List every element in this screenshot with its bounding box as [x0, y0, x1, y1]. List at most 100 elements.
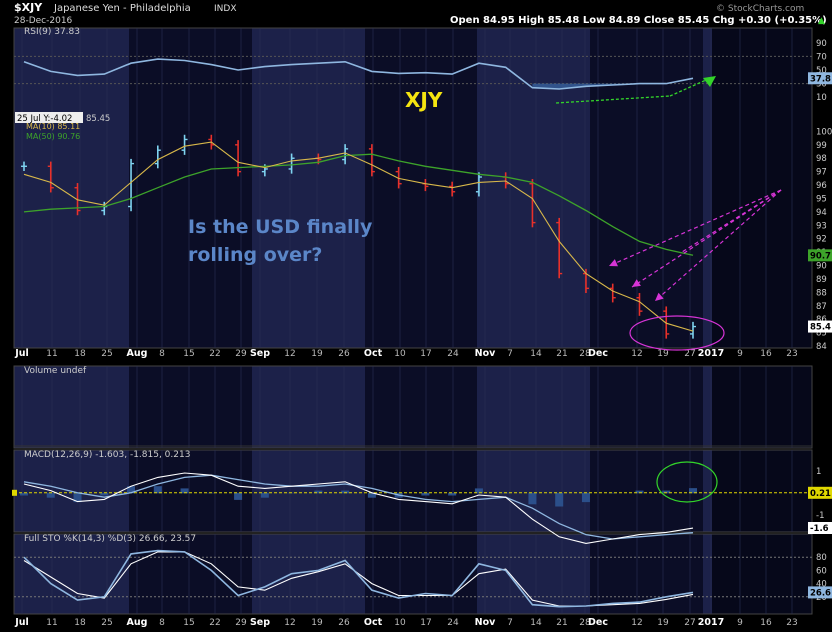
month-band [252, 28, 365, 348]
x-axis-label: 15 [183, 618, 194, 628]
x-axis-label: 12 [631, 618, 642, 628]
macd-histogram-bar [341, 490, 350, 494]
price-tick-label: 87 [816, 302, 827, 312]
magenta-arrow-head-icon [655, 292, 664, 301]
ma10-line [23, 141, 694, 332]
macd-histogram-bar [528, 492, 537, 505]
macd-histogram-bar [367, 492, 376, 498]
ma50-value-tag: 90.7 [810, 251, 831, 261]
x-axis-label: 9 [737, 618, 743, 628]
macd-histogram-bar [153, 486, 162, 494]
macd-histogram-bar [421, 492, 430, 496]
x-axis-label: 14 [530, 618, 542, 628]
x-axis-label: 18 [74, 618, 86, 628]
x-axis-label: 2017 [698, 348, 724, 359]
x-axis-label: Aug [127, 617, 148, 628]
rsi-trend-line-1 [555, 95, 671, 104]
macd-histogram-bar [448, 492, 457, 496]
x-axis-label: 29 [235, 618, 247, 628]
x-axis-label: Oct [364, 617, 383, 628]
macd-histogram-bar [127, 486, 136, 494]
x-axis-label: Aug [127, 348, 148, 359]
month-band [14, 534, 129, 614]
x-axis-label: 26 [338, 618, 350, 628]
price-tick-label: 99 [816, 141, 827, 151]
macd-histogram-bar [234, 492, 243, 500]
macd-hist-tag-bg [808, 486, 832, 499]
x-axis-label: 7 [507, 618, 513, 628]
price-tick-label: 86 [816, 315, 827, 325]
x-axis-label: Nov [475, 348, 496, 359]
future-area [712, 366, 812, 448]
ma50-value-tag-bg [808, 249, 832, 262]
macd-signal-line [23, 474, 694, 540]
instrument-name: Japanese Yen - Philadelphia [53, 3, 191, 14]
month-band [14, 28, 129, 348]
up-arrow-icon: ▲ [818, 16, 825, 26]
macd-histogram-bar [689, 488, 697, 494]
ma50-line [23, 153, 694, 256]
x-axis-label: 12 [284, 618, 295, 628]
macd-histogram-bar [260, 492, 269, 498]
exchange-label: INDX [214, 4, 236, 14]
price-tick-label: 100 [816, 127, 832, 137]
rsi-tick-label: 70 [816, 52, 827, 62]
sto-panel [14, 549, 812, 608]
x-axis-label: 23 [786, 618, 797, 628]
rsi-value-tag: 37.8 [810, 74, 831, 84]
macd-value-tag-bg [808, 522, 832, 534]
date-label: 28-Dec-2016 [14, 16, 73, 26]
month-band [477, 534, 590, 614]
price-value-tag: 85.4 [810, 323, 831, 333]
macd-histogram-bar [608, 492, 617, 494]
macd-histogram-bar [100, 492, 109, 496]
magenta-arrow-line [608, 189, 782, 267]
macd-histogram-bar [635, 490, 644, 494]
symbol-label: $XJY [14, 1, 43, 14]
x-axis-label: 17 [420, 349, 431, 359]
panel-border [13, 533, 813, 615]
month-band [703, 28, 712, 348]
panel-bands [13, 27, 813, 615]
macd-histogram-bar [314, 490, 323, 494]
x-axis-label: 11 [46, 349, 57, 359]
x-axis-label: Jul [14, 348, 29, 359]
price-tick-label: 96 [816, 181, 827, 191]
price-tick-label: 95 [816, 194, 827, 204]
x-axis-label: 8 [159, 349, 165, 359]
x-axis-label: Nov [475, 617, 496, 628]
x-axis-label: 19 [657, 618, 669, 628]
x-axis-label: 26 [338, 349, 350, 359]
macd-value-tag: -1.6 [810, 524, 829, 534]
x-axis-label: 29 [235, 349, 247, 359]
watermark: © StockCharts.com [716, 4, 804, 14]
month-band [703, 366, 712, 448]
ohlc-summary: Open 84.95 High 85.48 Low 84.89 Close 85… [450, 15, 827, 26]
rsi-tick-label: 50 [816, 66, 827, 76]
x-axis-label: 24 [447, 349, 459, 359]
x-axis-label: 15 [183, 349, 194, 359]
x-axis-label: 17 [420, 618, 431, 628]
price-panel [21, 134, 696, 339]
price-tick-label: 92 [816, 235, 827, 245]
question-line-1: Is the USD finally [188, 216, 373, 238]
tooltip-box [15, 112, 83, 123]
price-tick-label: 94 [816, 208, 827, 218]
x-axis-label: 16 [760, 349, 772, 359]
x-axis-label: 21 [556, 618, 567, 628]
price-tick-label: 93 [816, 221, 827, 231]
macd-histogram-bar [46, 492, 55, 498]
month-band [703, 534, 712, 614]
sto-k-line [23, 549, 694, 608]
grid-lines [21, 28, 793, 614]
x-axis-label: 2017 [698, 617, 724, 628]
x-axis-label: Dec [588, 617, 608, 628]
sto-tick-label: 40 [816, 580, 827, 590]
x-axis-label: 19 [311, 618, 323, 628]
x-axis-label: 24 [447, 618, 459, 628]
x-axis-label: 12 [631, 349, 642, 359]
question-line-2: rolling over? [188, 244, 322, 266]
x-axis-label: Oct [364, 348, 383, 359]
sto-tick-label: 60 [816, 566, 827, 576]
sto-value-tag-bg [808, 586, 832, 599]
